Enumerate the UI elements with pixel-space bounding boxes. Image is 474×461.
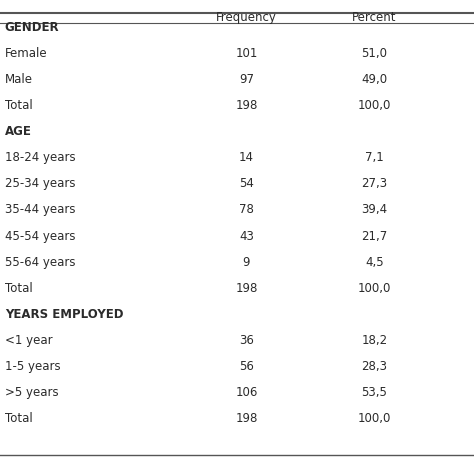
Text: 45-54 years: 45-54 years bbox=[5, 230, 75, 242]
Text: 18-24 years: 18-24 years bbox=[5, 151, 75, 165]
Text: Female: Female bbox=[5, 47, 47, 60]
Text: 54: 54 bbox=[239, 177, 254, 190]
Text: 21,7: 21,7 bbox=[361, 230, 388, 242]
Text: Total: Total bbox=[5, 412, 33, 425]
Text: 101: 101 bbox=[235, 47, 258, 60]
Text: 198: 198 bbox=[235, 282, 258, 295]
Text: <1 year: <1 year bbox=[5, 334, 52, 347]
Text: YEARS EMPLOYED: YEARS EMPLOYED bbox=[5, 307, 123, 321]
Text: 14: 14 bbox=[239, 151, 254, 165]
Text: Total: Total bbox=[5, 99, 33, 112]
Text: 106: 106 bbox=[235, 386, 258, 399]
Text: 1-5 years: 1-5 years bbox=[5, 360, 60, 373]
Text: GENDER: GENDER bbox=[5, 21, 59, 34]
Text: AGE: AGE bbox=[5, 125, 32, 138]
Text: Male: Male bbox=[5, 73, 33, 86]
Text: 100,0: 100,0 bbox=[358, 282, 391, 295]
Text: Total: Total bbox=[5, 282, 33, 295]
Text: 35-44 years: 35-44 years bbox=[5, 203, 75, 217]
Text: 56: 56 bbox=[239, 360, 254, 373]
Text: 7,1: 7,1 bbox=[365, 151, 384, 165]
Text: >5 years: >5 years bbox=[5, 386, 58, 399]
Text: 198: 198 bbox=[235, 99, 258, 112]
Text: 100,0: 100,0 bbox=[358, 412, 391, 425]
Text: 43: 43 bbox=[239, 230, 254, 242]
Text: 100,0: 100,0 bbox=[358, 99, 391, 112]
Text: 198: 198 bbox=[235, 412, 258, 425]
Text: 18,2: 18,2 bbox=[361, 334, 388, 347]
Text: 39,4: 39,4 bbox=[361, 203, 388, 217]
Text: 4,5: 4,5 bbox=[365, 255, 384, 269]
Text: 51,0: 51,0 bbox=[362, 47, 387, 60]
Text: 25-34 years: 25-34 years bbox=[5, 177, 75, 190]
Text: 27,3: 27,3 bbox=[361, 177, 388, 190]
Text: 49,0: 49,0 bbox=[361, 73, 388, 86]
Text: 53,5: 53,5 bbox=[362, 386, 387, 399]
Text: 97: 97 bbox=[239, 73, 254, 86]
Text: 78: 78 bbox=[239, 203, 254, 217]
Text: 28,3: 28,3 bbox=[362, 360, 387, 373]
Text: 55-64 years: 55-64 years bbox=[5, 255, 75, 269]
Text: 9: 9 bbox=[243, 255, 250, 269]
Text: 36: 36 bbox=[239, 334, 254, 347]
Text: Frequency: Frequency bbox=[216, 11, 277, 24]
Text: Percent: Percent bbox=[352, 11, 397, 24]
